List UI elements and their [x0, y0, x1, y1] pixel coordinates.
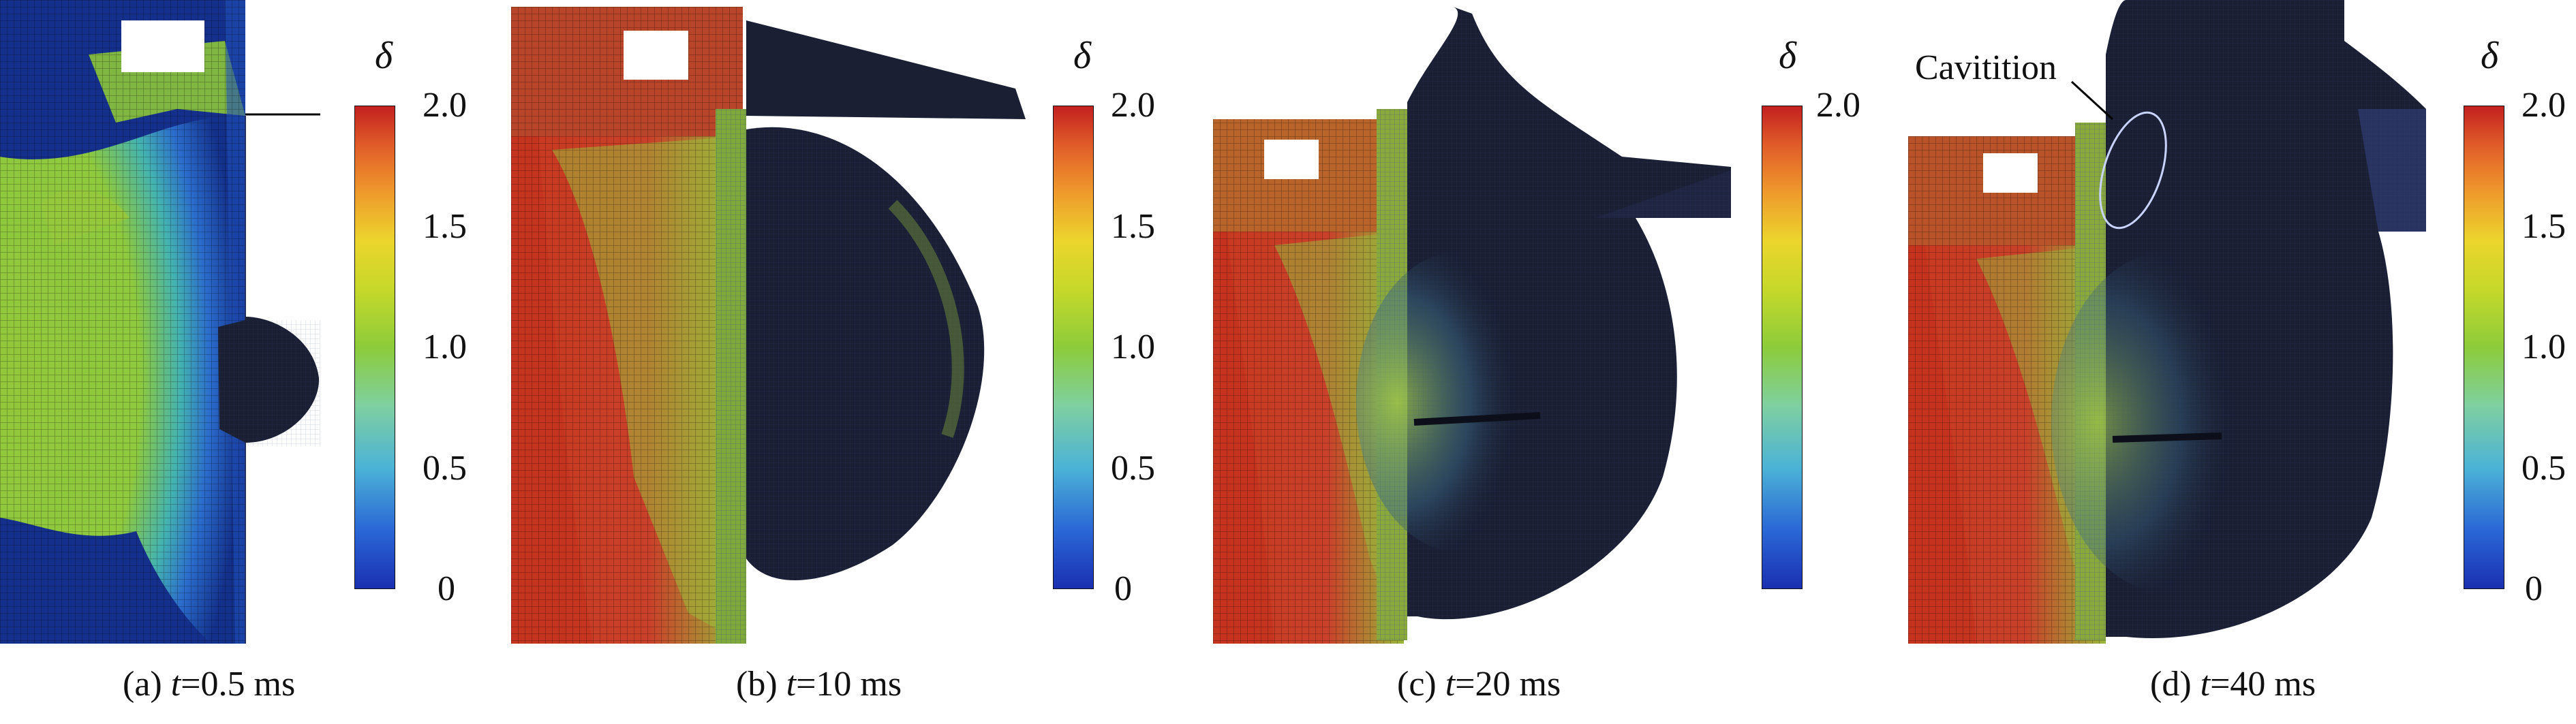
caption-c: (c) t=20 ms: [1397, 665, 1561, 704]
caption-d: (d) t=40 ms: [2150, 665, 2316, 704]
colorbar-tick: 1.5: [2521, 207, 2566, 246]
colorbar-tick: 0: [1114, 569, 1132, 608]
colorbar-tick: 2.0: [1111, 86, 1155, 125]
colorbar-gradient: [2464, 106, 2504, 589]
colorbar-tick: 0.5: [2521, 449, 2566, 488]
colorbar-symbol: δ: [2481, 35, 2499, 77]
colorbar-tick: 0: [2525, 569, 2543, 608]
colorbar-tick: 1.5: [423, 207, 467, 246]
simulation-image-b: [511, 7, 1026, 644]
colorbar-tick: 0.5: [423, 449, 467, 488]
caption-b: (b) t=10 ms: [736, 665, 902, 704]
panel-c: δ 2.0 (c) t=20 ms: [1213, 0, 1860, 724]
colorbar-tick: 1.5: [1111, 207, 1155, 246]
colorbar-tick: 2.0: [423, 86, 467, 125]
colorbar-c: δ: [1762, 34, 1813, 606]
colorbar-tick: 0.5: [1111, 449, 1155, 488]
colorbar-tick: 2.0: [1816, 86, 1860, 125]
colorbar-d: δ 2.0 1.5 1.0 0.5 0: [2464, 34, 2576, 608]
simulation-image-a: [0, 0, 320, 644]
colorbar-tick: 1.0: [423, 328, 467, 366]
colorbar-tick: 1.0: [2521, 328, 2566, 366]
colorbar-symbol: δ: [1073, 35, 1092, 77]
caption-a: (a) t=0.5 ms: [123, 665, 296, 704]
colorbar-tick: 2.0: [2521, 86, 2566, 125]
colorbar-symbol: δ: [1779, 35, 1797, 77]
cavitation-label: Cavitition: [1915, 48, 2057, 87]
simulation-image-d: [1908, 0, 2426, 644]
colorbar-b: δ 2.0 1.5 1.0 0.5 0: [1053, 34, 1159, 608]
cavitation-ellipse: [2099, 111, 2167, 230]
colorbar-symbol: δ: [375, 35, 393, 77]
colorbar-gradient: [1762, 106, 1803, 589]
panel-b: δ 2.0 1.5 1.0 0.5 0 (b) t=10 ms: [511, 0, 1159, 724]
panel-a: δ 2.0 1.5 1.0 0.5 0 (a) t=0.5 ms: [0, 0, 532, 724]
colorbar-gradient: [1053, 106, 1094, 589]
simulation-image-c: [1213, 7, 1731, 644]
colorbar-tick: 0: [438, 569, 455, 608]
panel-d: Cavitition δ 2.0 1.5 1.0 0.5 0 (d) t=40 …: [1908, 0, 2576, 724]
colorbar-gradient: [354, 106, 395, 589]
colorbar-a: δ 2.0 1.5 1.0 0.5 0: [354, 34, 532, 608]
colorbar-tick: 1.0: [1111, 328, 1155, 366]
